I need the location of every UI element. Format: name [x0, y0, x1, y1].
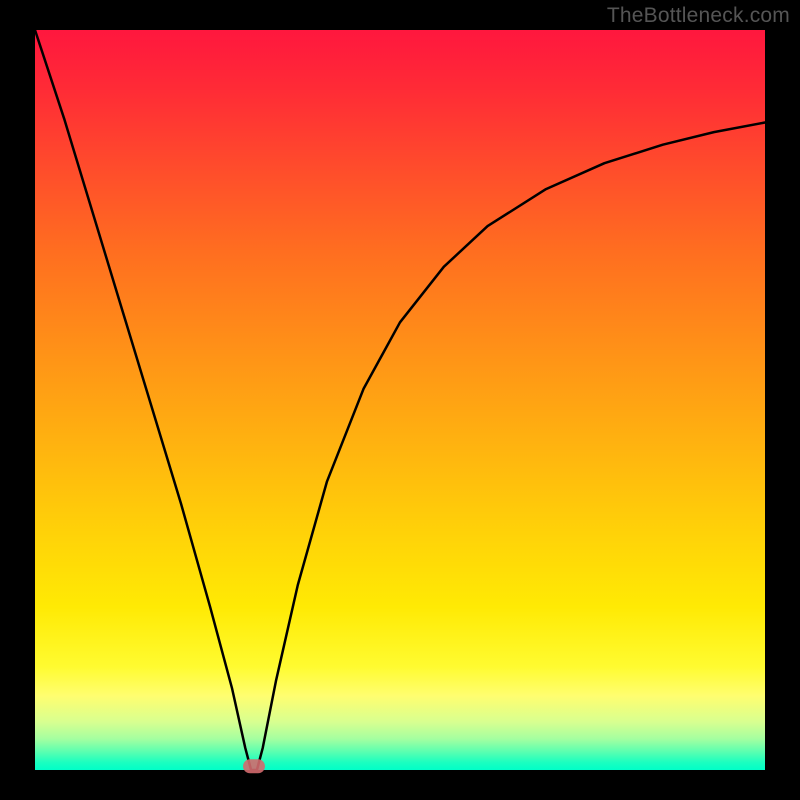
plot-background: [35, 30, 765, 770]
bottleneck-chart: [0, 0, 800, 800]
optimal-marker: [243, 759, 265, 773]
watermark-text: TheBottleneck.com: [607, 4, 790, 28]
